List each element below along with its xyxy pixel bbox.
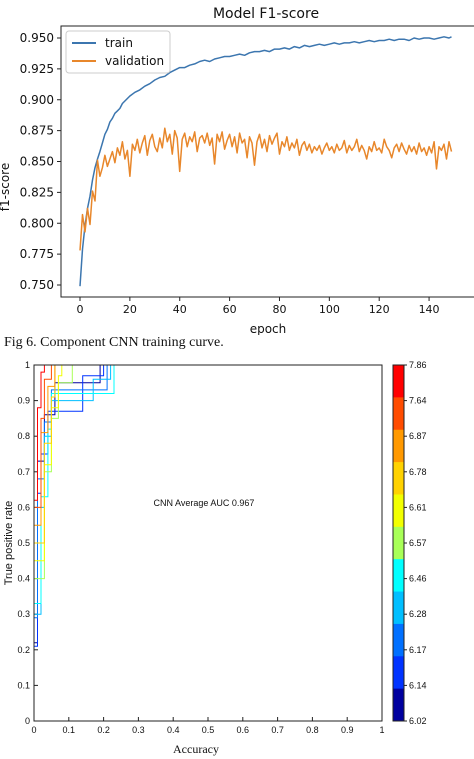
x-tick-label: 120 [369,303,390,316]
roc-curve-4 [33,364,382,721]
y-tick-label: 0.5 [17,538,30,548]
y-tick-label: 0.900 [20,93,54,107]
colorbar-label: 7.86 [409,360,427,370]
figure-caption: Fig 6. Component CNN training curve. [4,335,224,350]
y-tick-label: 1 [25,360,30,370]
series-line-validation [79,127,453,251]
y-tick-label: 0.4 [17,574,30,584]
y-tick-label: 0.950 [20,31,54,45]
y-tick-label: 0.7 [17,467,30,477]
colorbar-label: 6.87 [409,431,427,441]
x-tick-label: 1 [379,725,384,735]
colorbar: 7.86 7.64 6.87 6.78 6.61 6.57 6.46 6.28 6.17 6.14… [392,360,427,726]
legend-validation-label: validation [105,54,164,68]
roc-curve-chart: 0 0.1 0.2 0.3 0.4 0.5 0.6 0.7 0.8 0.9 1 0 0.1 0.2 0.3 0… [3,360,427,756]
colorbar-segment [393,462,404,495]
y-tick-label: 0.750 [20,278,54,292]
colorbar-segment [393,656,404,690]
roc-curve-2 [33,364,382,721]
x-tick-label: 80 [272,303,286,316]
colorbar-segment [393,688,404,722]
x-axis-label-2: Accuracy [173,742,219,756]
colorbar-label: 7.64 [409,396,427,406]
roc-curve-5 [33,364,382,721]
y-tick-label: 0.875 [20,124,54,138]
roc-curve-7 [33,364,382,721]
legend-train-label: train [105,36,133,50]
colorbar-label: 6.46 [409,574,427,584]
colorbar-segment [393,397,404,431]
roc-curve-8 [33,364,382,721]
y-tick-label: 0.1 [17,680,30,690]
colorbar-label: 6.14 [409,680,427,690]
y-tick-label: 0.825 [20,185,54,199]
y-axis-label-2: True positive rate [3,501,15,586]
x-tick-label: 60 [223,303,237,316]
roc-curve-9 [33,364,382,721]
x-tick-label: 0 [77,303,84,316]
colorbar-segment [393,494,404,528]
roc-curve-6 [33,364,382,721]
colorbar-label: 6.57 [409,538,427,548]
legend: train validation [65,30,171,74]
colorbar-label: 6.78 [409,467,427,477]
y-tick-label: 0.2 [17,645,30,655]
colorbar-segment [393,365,404,398]
colorbar-segment [393,429,404,463]
x-axis-label: epoch [250,322,287,335]
x-tick-label: 0.1 [63,725,76,735]
y-tick-label: 0.3 [17,609,30,619]
x-tick-label: 0 [31,725,36,735]
colorbar-label: 6.02 [409,716,427,726]
auc-annotation: CNN Average AUC 0.967 [154,498,255,508]
plot-frame [60,25,474,298]
x-tick-label: 0.5 [202,725,215,735]
y-tick-label: 0.925 [20,62,54,76]
colorbar-segment [393,623,404,657]
f1-score-chart: Model F1-score f1-score epoch 0 20 40 60 80 1… [0,6,474,335]
x-tick-label: 20 [123,303,137,316]
colorbar-label: 6.28 [409,609,427,619]
y-tick-label: 0.850 [20,155,54,169]
x-tick-label: 0.6 [237,725,250,735]
y-tick-label: 0.800 [20,216,54,230]
roc-curve-0 [33,364,382,721]
x-tick-label: 100 [319,303,340,316]
chart-title: Model F1-score [213,6,319,22]
y-tick-label: 0.9 [17,396,30,406]
colorbar-segment [393,591,404,625]
plot-frame-2 [33,364,383,722]
roc-curve-3 [33,364,382,721]
legend-box [65,30,171,74]
roc-curve-10 [33,364,382,721]
x-tick-label: 0.3 [132,725,145,735]
x-tick-label: 0.8 [306,725,319,735]
x-tick-label: 0.2 [97,725,110,735]
colorbar-segment [393,526,404,560]
y-tick-label: 0 [25,716,30,726]
series-line-train [79,36,452,287]
colorbar-label: 6.61 [409,502,427,512]
x-tick-label: 0.9 [341,725,354,735]
y-axis-label: f1-score [0,163,12,211]
roc-curve-1 [33,364,382,721]
y-tick-label: 0.6 [17,502,30,512]
x-tick-label: 0.4 [167,725,180,735]
x-tick-label: 40 [173,303,187,316]
y-tick-label: 0.775 [20,247,54,261]
x-tick-label: 140 [419,303,440,316]
x-tick-label: 0.7 [271,725,284,735]
y-tick-label: 0.8 [17,431,30,441]
colorbar-segment [393,559,404,593]
colorbar-label: 6.17 [409,645,427,655]
